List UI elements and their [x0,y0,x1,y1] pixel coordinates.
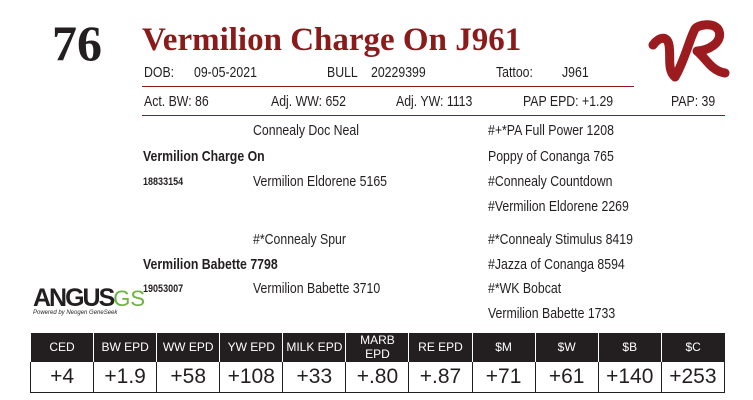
registration: 20229399 [371,64,426,81]
rule [142,86,634,87]
brand-logo [648,20,730,82]
angus-logo: ANGUSGS Powered by Neogen GeneSeek [33,284,145,316]
pedigree: Vermilion Eldorene 5165 [253,173,388,190]
performance: Adj. YW: 1113 [396,93,473,110]
performance: PAP EPD: +1.29 [523,93,614,110]
epd-value: +.87 [408,361,473,393]
pedigree: Vermilion Babette 3710 [253,280,381,297]
performance: Adj. WW: 652 [271,93,346,110]
pedigree: #Jazza of Conanga 8594 [488,256,625,273]
epd-header: $W [534,333,599,362]
epd-header: RE EPD [408,333,473,362]
pedigree: #*WK Bobcat [488,280,562,297]
epd-value: +4 [29,361,95,393]
epd-value: +140 [597,361,662,393]
pedigree: #Connealy Countdown [488,173,613,190]
epd-header: $M [471,333,536,362]
epd-value: +33 [282,361,347,393]
epd-value: +253 [660,361,726,393]
epd-header: BW EPD [93,333,157,362]
epd-header-row: CED BW EPD WW EPD YW EPD MILK EPD MARB EPD RE … [29,333,725,362]
animal-name: Vermilion Charge On J961 [142,22,522,58]
epd-value: +61 [534,361,599,393]
pedigree: #*Connealy Stimulus 8419 [488,231,633,248]
epd-value-row: +4 +1.9 +58 +108 +33 +.80 +.87 +71 +61 +140 +253 [29,361,726,393]
epd-value: +.80 [345,361,410,393]
epd-header: YW EPD [219,333,283,362]
epd-header: MARB EPD [345,333,409,362]
dob: 09-05-2021 [194,64,257,81]
pedigree: #+*PA Full Power 1208 [488,122,614,139]
performance: PAP: 39 [671,93,716,110]
pedigree: Vermilion Babette 1733 [488,305,616,322]
epd-table: CED BW EPD WW EPD YW EPD MILK EPD MARB EPD RE … [29,333,726,393]
rule [142,115,725,116]
pedigree: #*Connealy Spur [253,231,347,248]
tattoo-label: Tattoo: [496,64,533,81]
sex: BULL [327,64,358,81]
pedigree: #Vermilion Eldorene 2269 [488,198,629,215]
logo-text: ANGUS [33,284,115,312]
registration: 18833154 [143,176,184,188]
epd-header: WW EPD [156,333,220,362]
epd-header: $C [660,333,725,362]
pedigree-dam: Vermilion Babette 7798 [143,256,278,273]
pedigree-sire: Vermilion Charge On [143,148,265,165]
epd-value: +71 [471,361,536,393]
epd-value: +108 [219,361,284,393]
pedigree: Connealy Doc Neal [253,122,359,139]
epd-header: $B [597,333,662,362]
tattoo: J961 [562,64,589,81]
epd-value: +1.9 [93,361,158,393]
performance: Act. BW: 86 [144,93,209,110]
logo-text: GS [113,286,146,311]
epd-header: CED [29,333,94,362]
lot-number: 76 [52,15,102,71]
logo-tagline: Powered by Neogen GeneSeek [33,310,118,316]
epd-value: +58 [156,361,221,393]
epd-header: MILK EPD [282,333,346,362]
registration: 19053007 [143,283,184,295]
dob-label: DOB: [144,64,175,81]
pedigree: Poppy of Conanga 765 [488,148,614,165]
